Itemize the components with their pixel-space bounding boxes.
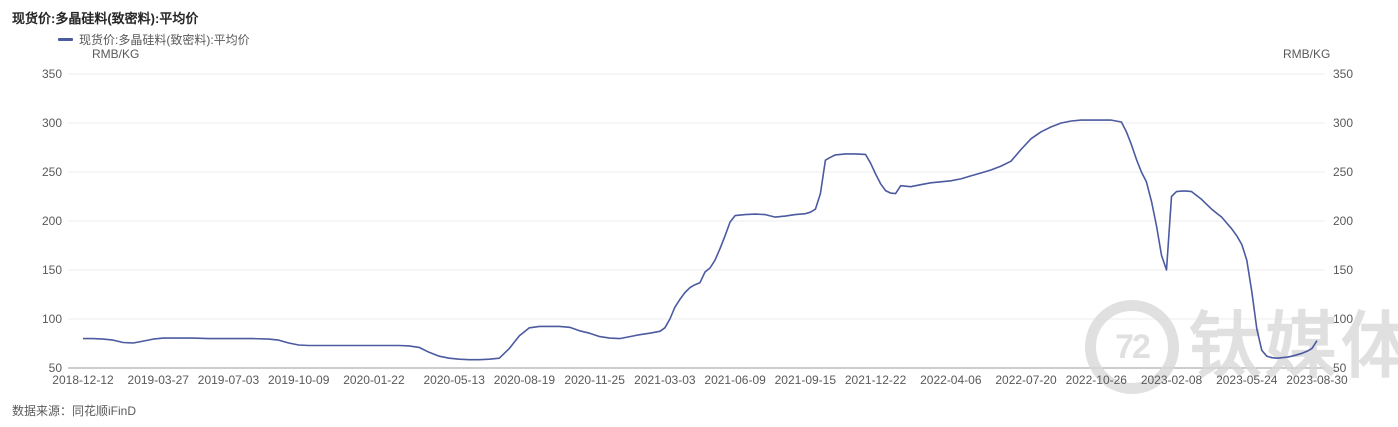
legend-item[interactable]: 现货价:多晶硅料(致密料):平均价 <box>58 31 250 48</box>
data-source-note: 数据来源：同花顺iFinD <box>12 404 137 418</box>
y-axis-unit-right: RMB/KG <box>1283 47 1331 61</box>
tmtpost-watermark: 72 钛媒体 <box>1085 300 1398 394</box>
watermark-text: 钛媒体 <box>1189 307 1398 387</box>
y-axis-unit-left: RMB/KG <box>92 47 140 61</box>
price-series-line[interactable] <box>83 119 1318 361</box>
legend-line-icon <box>58 38 73 41</box>
legend-label: 现货价:多晶硅料(致密料):平均价 <box>79 33 250 47</box>
page-title: 现货价:多晶硅料(致密料):平均价 <box>12 11 199 26</box>
tmtpost-logo-icon: 72 <box>1085 300 1179 394</box>
